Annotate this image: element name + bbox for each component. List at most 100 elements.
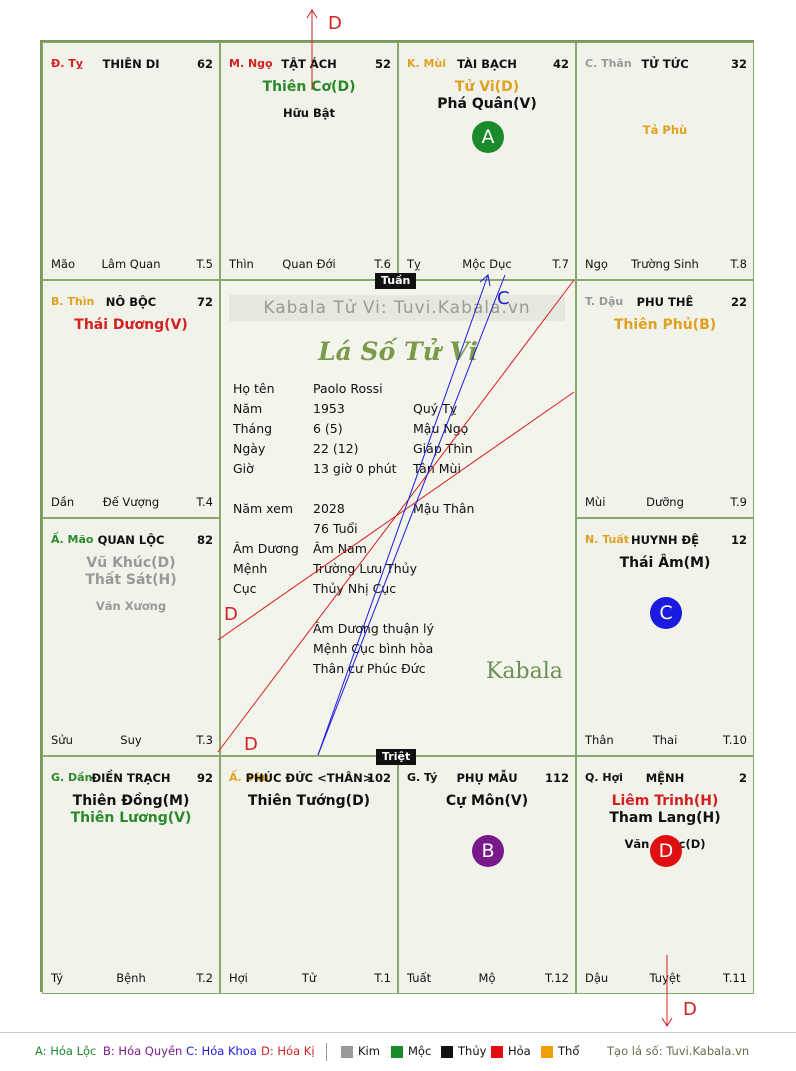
info-note: Âm Dương thuận lý	[313, 621, 434, 636]
info-canchi: Tân Mùi	[413, 461, 461, 476]
life-stage: Trường Sinh	[631, 257, 699, 271]
main-star: Phá Quân(V)	[437, 96, 537, 112]
main-star: Tham Lang(H)	[609, 810, 721, 826]
info-key: Mệnh	[233, 561, 268, 576]
main-star: Cự Môn(V)	[445, 793, 529, 809]
element-label: Hỏa	[508, 1044, 531, 1058]
main-star: Thái Âm(M)	[619, 555, 711, 571]
info-key: Âm Dương	[233, 541, 299, 556]
palace-cell: K. Mùi TÀI BẠCH 42 Tử Vi(D) Phá Quân(V) A T…	[398, 42, 576, 280]
life-stage: Quan Đới	[282, 257, 336, 271]
element-swatch	[491, 1046, 503, 1058]
palace-cell: Ấ. Mão QUAN LỘC 82 Vũ Khúc(D) Thất Sát(H) V…	[42, 518, 220, 756]
can-chi: Đ. Tỵ	[51, 57, 83, 70]
legend-b: B: Hóa Quyền	[103, 1044, 183, 1058]
palace-index: T.9	[730, 495, 747, 509]
palace-footer: Tuất Mộ T.12	[399, 971, 575, 985]
life-stage: Đế Vượng	[102, 495, 160, 509]
palace-name: TẬT ÁCH	[281, 57, 337, 71]
palace-header: M. Ngọ TẬT ÁCH 52	[221, 57, 397, 73]
info-value: 1953	[313, 401, 345, 416]
palace-cell: C. Thân TỬ TỨC 32 Tả Phù Ngọ Trường Sinh …	[576, 42, 754, 280]
cycle-branch: Mão	[51, 257, 76, 271]
main-star: Thiên Phủ(B)	[613, 317, 717, 333]
element-swatch	[341, 1046, 353, 1058]
cycle-branch: Sửu	[51, 733, 73, 747]
palace-number: 92	[196, 771, 213, 785]
palace-number: 42	[552, 57, 569, 71]
palace-number: 112	[544, 771, 569, 785]
element-swatch	[391, 1046, 403, 1058]
palace-name: NÔ BỘC	[105, 295, 157, 309]
life-stage: Thai	[652, 733, 678, 747]
palace-index: T.11	[723, 971, 747, 985]
palace-number: 2	[738, 771, 747, 785]
palace-name: ĐIỀN TRẠCH	[91, 771, 171, 785]
can-chi: B. Thìn	[51, 295, 95, 308]
main-star: Tử Vi(D)	[454, 79, 520, 95]
info-value: 13 giờ 0 phút	[313, 461, 397, 476]
palace-footer: Mão Lâm Quan T.5	[43, 257, 219, 271]
palace-name: QUAN LỘC	[97, 533, 165, 547]
can-chi: K. Mùi	[407, 57, 447, 70]
main-star: Thiên Tướng(D)	[247, 793, 371, 809]
info-value: 22 (12)	[313, 441, 359, 456]
hoa-badge: C	[650, 597, 682, 629]
palace-number: 32	[730, 57, 747, 71]
cycle-branch: Dậu	[585, 971, 609, 985]
info-key: Cục	[233, 581, 257, 596]
main-star: Liêm Trinh(H)	[611, 793, 719, 809]
info-value: 2028	[313, 501, 345, 516]
element-swatch	[441, 1046, 453, 1058]
palace-cell: G. Tý PHỤ MẪU 112 Cự Môn(V) B Tuất Mộ T.12	[398, 756, 576, 994]
legend-divider	[326, 1043, 327, 1061]
element-label: Mộc	[408, 1044, 432, 1058]
palace-header: K. Mùi TÀI BẠCH 42	[399, 57, 575, 73]
cycle-branch: Hợi	[229, 971, 248, 985]
palace-number: 82	[196, 533, 213, 547]
palace-number: 102	[366, 771, 391, 785]
life-stage: Dưỡng	[646, 495, 684, 509]
life-stage: Mộc Dục	[462, 257, 512, 271]
cycle-branch: Tuất	[407, 971, 432, 985]
palace-footer: Dậu Tuyệt T.11	[577, 971, 753, 985]
legend-d: D: Hóa Kị	[261, 1044, 315, 1058]
palace-footer: Tỵ Mộc Dục T.7	[399, 257, 575, 271]
arrow-label-d-top: D	[328, 13, 342, 34]
cycle-branch: Tý	[51, 971, 64, 985]
can-chi: Ấ. Sửu	[229, 771, 270, 784]
palace-index: T.4	[196, 495, 213, 509]
main-star: Thái Dương(V)	[74, 317, 188, 333]
info-value: Âm Nam	[313, 541, 367, 556]
can-chi: N. Tuất	[585, 533, 630, 546]
element-label: Thủy	[458, 1044, 487, 1058]
info-canchi: Mậu Thân	[413, 501, 475, 516]
element-label: Thổ	[558, 1044, 580, 1058]
palace-cell: B. Thìn NÔ BỘC 72 Thái Dương(V) Dần Đế Vư…	[42, 280, 220, 518]
palace-header: T. Dậu PHU THÊ 22	[577, 295, 753, 311]
can-chi: G. Dần	[51, 771, 93, 784]
hoa-badge: B	[472, 835, 504, 867]
can-chi: M. Ngọ	[229, 57, 273, 70]
minor-star: Hữu Bật	[282, 106, 336, 120]
info-key: Tháng	[233, 421, 273, 436]
palace-name: HUYNH ĐỆ	[630, 533, 700, 547]
info-key: Giờ	[233, 461, 254, 476]
info-canchi: Mậu Ngọ	[413, 421, 469, 436]
center-panel: Kabala Tử Vi: Tuvi.Kabala.vn Lá Số Tử Vi…	[220, 280, 576, 756]
hoa-badge: A	[472, 121, 504, 153]
cycle-branch: Ngọ	[585, 257, 608, 271]
element-swatch	[541, 1046, 553, 1058]
palace-cell: T. Dậu PHU THÊ 22 Thiên Phủ(B) Mùi Dưỡng …	[576, 280, 754, 518]
can-chi: Q. Hợi	[585, 771, 623, 784]
palace-footer: Tý Bệnh T.2	[43, 971, 219, 985]
palace-name: THIÊN DI	[102, 57, 160, 71]
info-value: 76 Tuổi	[313, 521, 358, 536]
tuan-tag: Tuần	[375, 273, 417, 289]
element-label: Kim	[358, 1044, 380, 1058]
life-stage: Tuyệt	[649, 971, 681, 985]
main-star: Thiên Đồng(M)	[72, 793, 190, 809]
palace-header: G. Tý PHỤ MẪU 112	[399, 771, 575, 787]
life-stage: Mộ	[478, 971, 496, 985]
info-key: Năm	[233, 401, 263, 416]
